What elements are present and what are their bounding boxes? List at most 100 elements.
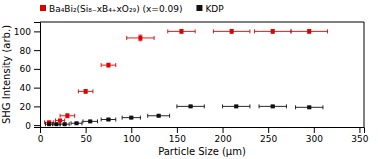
legend-swatch (196, 5, 202, 11)
legend-item: Ba₄Bi₂(Si₈₋xB₄₊xO₂₉) (x=0.09) (40, 4, 182, 14)
point (138, 36, 142, 40)
y-tick: 0 (25, 121, 40, 131)
y-tick-mark (34, 50, 40, 51)
series (45, 29, 328, 124)
y-tick-mark (34, 31, 40, 32)
point (230, 29, 234, 33)
x-tick-mark (359, 127, 360, 133)
x-tick-mark (86, 127, 87, 133)
y-tick-mark (34, 88, 40, 89)
x-axis-title: Particle Size (μm) (158, 146, 246, 157)
y-error-bar (138, 35, 142, 41)
y-error-bar (271, 30, 275, 34)
x-tick: 100 (123, 127, 140, 144)
x-tick: 350 (351, 127, 368, 144)
x-error-bar (296, 105, 323, 109)
x-error-bar (56, 118, 65, 122)
x-tick-mark (314, 127, 315, 133)
y-tick: 80 (20, 46, 40, 56)
marks (45, 29, 328, 126)
x-error-bar (78, 89, 93, 93)
x-error-bar (148, 114, 170, 118)
x-tick: 250 (260, 127, 277, 144)
point (65, 114, 69, 118)
y-axis-title: SHG Intensity (arb.) (1, 25, 12, 124)
x-error-bar (45, 122, 52, 126)
x-axis: 0 50 100 150 200 250 300 350 (38, 127, 369, 144)
x-tick-label: 350 (351, 134, 368, 144)
point (84, 89, 88, 93)
y-tick-label: 100 (14, 27, 31, 37)
y-tick-label: 60 (20, 64, 32, 74)
y-tick-mark (34, 106, 40, 107)
point (271, 104, 275, 108)
x-axis-line (41, 128, 365, 134)
x-error-bar (259, 104, 286, 108)
y-error-bar (84, 90, 88, 94)
x-error-bar (213, 29, 250, 33)
y-error-bar (307, 30, 311, 34)
point (88, 119, 92, 123)
y-axis: 0 20 40 60 80 100 (14, 23, 41, 131)
x-tick-mark (177, 127, 178, 133)
point (129, 116, 133, 120)
point (106, 63, 110, 67)
point (307, 29, 311, 33)
x-tick-label: 50 (80, 134, 92, 144)
plot-frame (364, 22, 365, 127)
legend-label: KDP (205, 4, 224, 14)
point (106, 118, 110, 122)
y-error-bar (65, 114, 69, 118)
y-tick: 40 (20, 83, 40, 93)
plot: 0 50 100 150 200 250 300 350 0 20 40 60 80 100 (14, 22, 369, 144)
x-tick: 50 (80, 127, 92, 144)
x-error-bar (101, 63, 116, 67)
point (63, 122, 67, 126)
point (58, 118, 62, 122)
x-error-bar (53, 122, 60, 126)
x-tick: 150 (169, 127, 186, 144)
point (54, 122, 58, 126)
x-error-bar (127, 36, 154, 40)
point (179, 29, 183, 33)
x-tick: 0 (38, 127, 44, 144)
plot-frame (40, 22, 364, 23)
x-tick-label: 300 (306, 134, 323, 144)
x-tick-label: 200 (214, 134, 231, 144)
x-tick-mark (131, 127, 132, 133)
x-tick-mark (223, 127, 224, 133)
y-tick: 20 (20, 102, 40, 112)
x-error-bar (60, 122, 69, 126)
x-error-bar (71, 121, 82, 125)
y-error-bar (179, 30, 183, 34)
x-error-bar (291, 29, 328, 33)
y-tick: 100 (14, 27, 40, 37)
x-error-bar (223, 104, 250, 108)
x-error-bar (177, 104, 204, 108)
y-axis-line (34, 23, 41, 128)
x-tick-mark (268, 127, 269, 133)
x-error-bar (60, 114, 75, 118)
point (75, 121, 79, 125)
x-error-bar (101, 118, 116, 122)
point (271, 29, 275, 33)
y-tick-label: 80 (20, 46, 32, 56)
x-error-bar (168, 29, 195, 33)
point (307, 105, 311, 109)
x-tick: 300 (306, 127, 323, 144)
y-tick-label: 20 (20, 102, 32, 112)
y-error-bar (230, 30, 234, 34)
x-tick-label: 250 (260, 134, 277, 144)
x-error-bar (254, 29, 291, 33)
point (189, 104, 193, 108)
y-tick-label: 0 (25, 121, 31, 131)
y-tick-mark (34, 69, 40, 70)
legend-swatch (40, 5, 46, 11)
y-tick-label: 40 (20, 83, 32, 93)
x-error-bar (83, 119, 98, 123)
x-tick-label: 0 (38, 134, 44, 144)
y-error-bar (106, 63, 110, 67)
point (157, 114, 161, 118)
series (45, 104, 322, 126)
chart: 0 50 100 150 200 250 300 350 0 20 40 60 80 100 Particl… (0, 0, 378, 159)
